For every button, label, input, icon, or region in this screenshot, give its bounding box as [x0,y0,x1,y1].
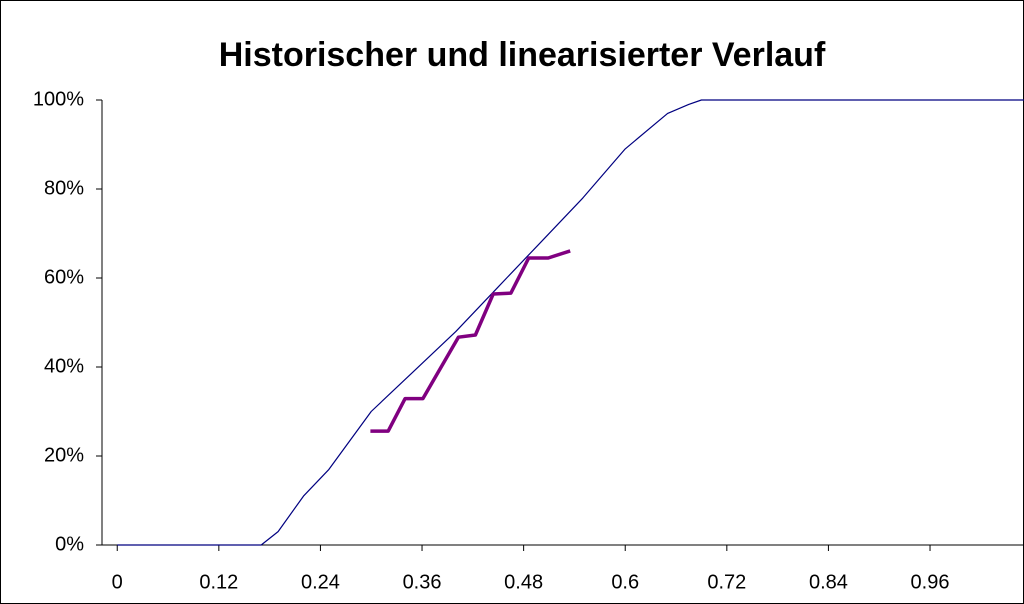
x-tick-label: 0.36 [403,571,442,593]
x-tick-label: 0.48 [504,571,543,593]
x-tick-label: 0.96 [911,571,950,593]
y-tick-label: 100% [33,88,84,110]
x-tick-label: 0 [112,571,123,593]
series-line [370,249,571,433]
series-line [117,99,1024,546]
chart-title: Historischer und linearisierter Verlauf [219,36,826,74]
y-tick-label: 20% [44,444,84,466]
x-tick-label: 0.6 [611,571,639,593]
y-tick-label: 40% [44,355,84,377]
y-tick-label: 60% [44,266,84,288]
y-tick-label: 80% [44,177,84,199]
x-tick-label: 0.84 [809,571,848,593]
x-tick-label: 0.24 [301,571,340,593]
y-tick-label: 0% [55,533,84,555]
x-tick-label: 0.12 [199,571,238,593]
x-tick-label: 0.72 [707,571,746,593]
